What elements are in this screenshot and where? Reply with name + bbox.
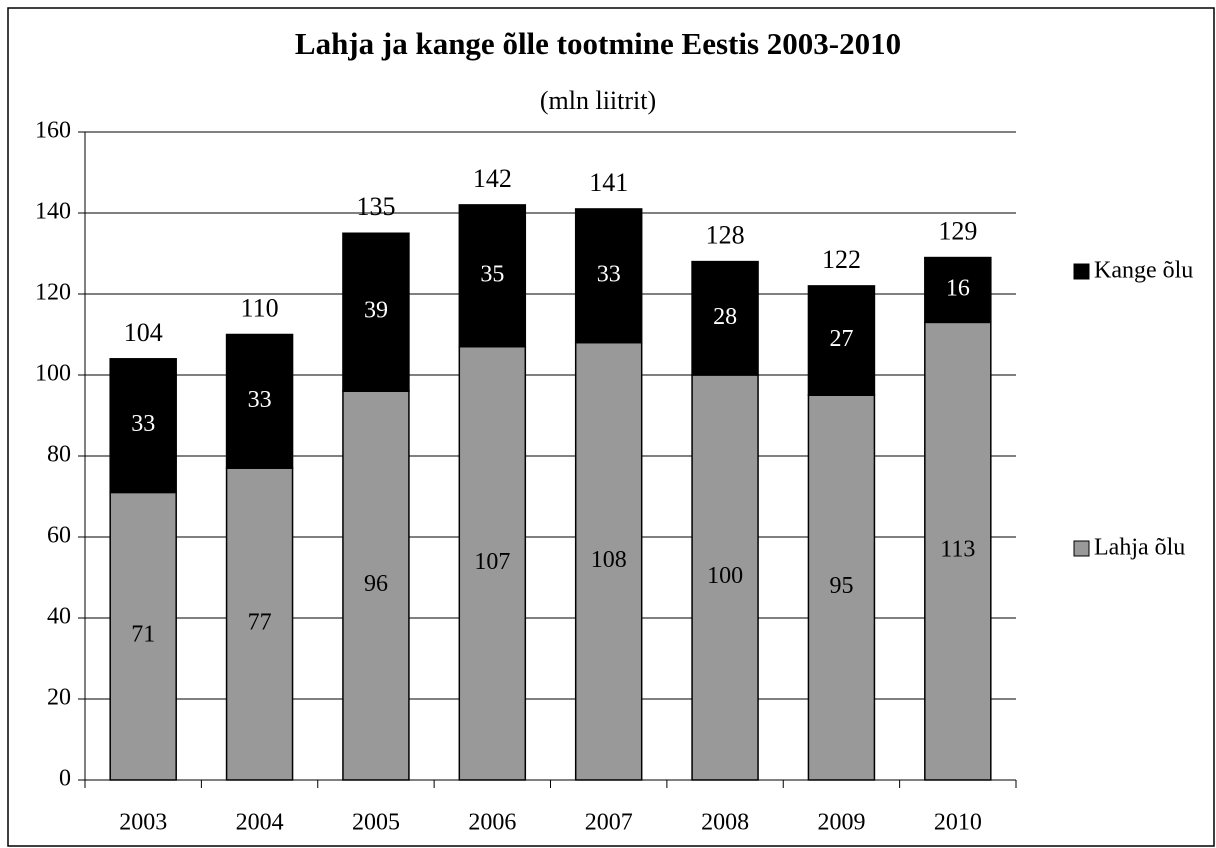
chart-subtitle: (mln liitrit) bbox=[540, 86, 656, 115]
bar-segment bbox=[342, 232, 410, 392]
data-label: 35 bbox=[480, 261, 504, 287]
total-label: 122 bbox=[822, 245, 861, 274]
y-tick-label: 100 bbox=[35, 361, 71, 387]
data-label: 33 bbox=[597, 261, 621, 287]
bar-segment bbox=[109, 491, 177, 781]
x-tick-label: 2003 bbox=[119, 810, 167, 836]
x-tick-label: 2004 bbox=[236, 810, 284, 836]
y-tick-label: 60 bbox=[47, 523, 71, 549]
total-label: 104 bbox=[124, 318, 163, 347]
legend-swatch bbox=[1073, 540, 1090, 557]
data-label: 71 bbox=[131, 622, 155, 648]
bar-segment bbox=[807, 394, 876, 781]
x-tick-label: 2009 bbox=[817, 810, 865, 836]
total-label: 135 bbox=[356, 192, 395, 221]
bar-segment bbox=[807, 285, 876, 396]
data-label: 33 bbox=[131, 411, 155, 437]
total-label: 110 bbox=[241, 293, 279, 322]
y-tick-label: 20 bbox=[47, 685, 71, 711]
bar-segment bbox=[458, 345, 527, 781]
x-tick-label: 2005 bbox=[352, 810, 400, 836]
x-tick-label: 2008 bbox=[701, 810, 749, 836]
x-tick-label: 2006 bbox=[468, 810, 516, 836]
bar-segment bbox=[109, 358, 177, 494]
bar-segment bbox=[342, 390, 410, 781]
y-tick-label: 140 bbox=[35, 199, 71, 225]
data-label: 96 bbox=[364, 571, 388, 597]
data-label: 100 bbox=[707, 563, 743, 589]
bar-segment bbox=[458, 204, 527, 348]
legend-label: Kange õlu bbox=[1094, 258, 1193, 284]
x-tick-label: 2007 bbox=[585, 810, 633, 836]
data-label: 33 bbox=[248, 387, 272, 413]
x-tick-label: 2010 bbox=[934, 810, 982, 836]
total-label: 129 bbox=[938, 217, 977, 246]
data-label: 27 bbox=[829, 326, 853, 352]
y-tick-label: 40 bbox=[47, 604, 71, 630]
legend-swatch bbox=[1073, 263, 1090, 280]
y-tick-label: 0 bbox=[59, 766, 71, 792]
chart-title: Lahja ja kange õlle tootmine Eestis 2003… bbox=[295, 26, 901, 61]
legend-label: Lahja õlu bbox=[1094, 535, 1185, 561]
data-label: 113 bbox=[940, 537, 975, 563]
bar-segment bbox=[574, 208, 643, 344]
y-tick-label: 80 bbox=[47, 442, 71, 468]
data-label: 77 bbox=[248, 610, 272, 636]
total-label: 142 bbox=[473, 164, 512, 193]
data-label: 28 bbox=[713, 304, 737, 330]
data-label: 108 bbox=[591, 547, 627, 573]
bar-segment bbox=[574, 341, 643, 781]
data-label: 16 bbox=[946, 275, 970, 301]
total-label: 128 bbox=[706, 221, 745, 250]
y-tick-label: 160 bbox=[35, 118, 71, 144]
bar-segment bbox=[924, 256, 992, 324]
bar-segment bbox=[924, 321, 992, 781]
data-label: 95 bbox=[829, 573, 853, 599]
data-label: 39 bbox=[364, 298, 388, 324]
y-tick-label: 120 bbox=[35, 280, 71, 306]
data-label: 107 bbox=[474, 549, 510, 575]
total-label: 141 bbox=[589, 168, 628, 197]
bar-segment bbox=[225, 333, 294, 469]
bar-segment bbox=[691, 374, 759, 781]
bar-segment bbox=[691, 260, 759, 376]
